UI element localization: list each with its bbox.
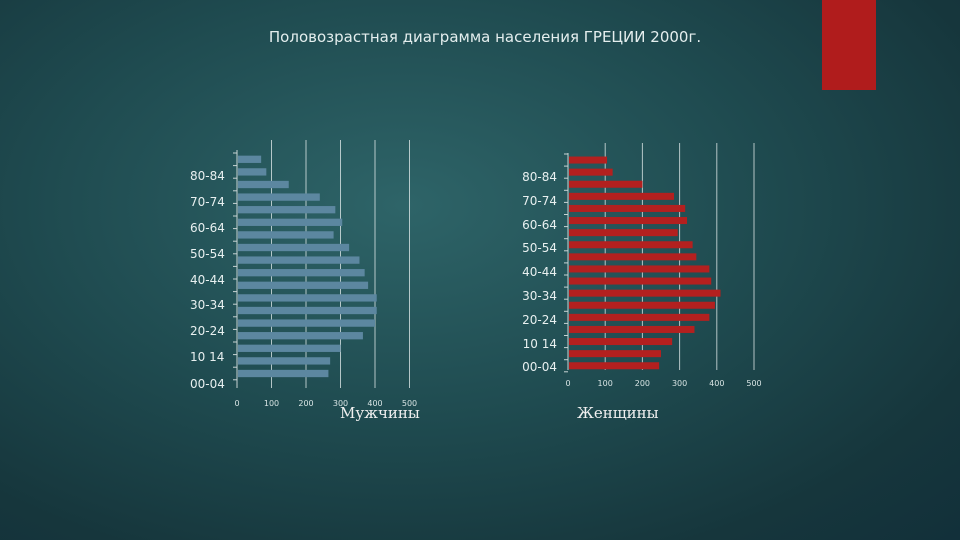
male-bar <box>238 193 320 201</box>
x-tick-label: 400 <box>367 399 382 408</box>
male-bar <box>238 243 350 252</box>
female-bar <box>569 241 693 249</box>
female-caption: Женщины <box>577 404 659 422</box>
female-bar <box>569 204 686 212</box>
age-group-label: 10 14 <box>190 350 224 364</box>
male-bar <box>238 344 341 352</box>
age-group-label: 10 14 <box>523 337 557 351</box>
age-group-label: 80-84 <box>522 170 557 184</box>
red-accent-block <box>822 0 876 90</box>
age-group-label: 80-84 <box>190 169 225 183</box>
age-group-label: 00-04 <box>190 377 225 391</box>
x-tick-label: 0 <box>565 379 570 388</box>
age-group-label: 30-34 <box>522 289 557 303</box>
age-group-label: 60-64 <box>522 218 557 232</box>
female-bar <box>569 265 710 273</box>
age-group-label: 50-54 <box>522 241 557 255</box>
female-bar <box>569 229 678 237</box>
x-tick-label: 0 <box>234 399 239 408</box>
x-tick-label: 100 <box>598 379 613 388</box>
age-group-label: 30-34 <box>190 298 225 312</box>
x-tick-label: 200 <box>298 399 313 408</box>
female-bar <box>569 289 721 297</box>
age-group-label: 00-04 <box>522 360 557 374</box>
female-bar <box>569 338 673 346</box>
x-tick-label: 200 <box>635 379 650 388</box>
female-bar <box>569 156 608 164</box>
x-tick-label: 500 <box>746 379 761 388</box>
x-tick-label: 400 <box>709 379 724 388</box>
female-bar <box>569 192 675 200</box>
female-bar <box>569 325 695 333</box>
x-tick-label: 300 <box>672 379 687 388</box>
age-group-label: 70-74 <box>522 194 557 208</box>
female-bar <box>569 168 613 176</box>
male-bar <box>238 281 369 289</box>
male-bar <box>238 332 363 340</box>
male-bar <box>238 218 343 226</box>
female-bar <box>569 180 643 188</box>
age-group-label: 40-44 <box>522 265 557 279</box>
female-bar <box>569 217 688 225</box>
age-group-label: 20-24 <box>190 324 225 338</box>
x-tick-label: 100 <box>264 399 279 408</box>
female-bar <box>569 253 697 261</box>
male-bar <box>238 306 377 315</box>
female-bar <box>569 301 715 309</box>
male-bar <box>238 256 360 264</box>
female-bar <box>569 277 712 285</box>
female-bar <box>569 313 710 321</box>
male-bar <box>238 206 336 214</box>
male-bar <box>238 294 377 302</box>
male-caption: Мужчины <box>340 404 420 422</box>
male-bar <box>238 369 329 378</box>
x-tick-label: 300 <box>333 399 348 408</box>
female-bar <box>569 350 661 358</box>
male-bar <box>238 357 331 365</box>
age-group-label: 40-44 <box>190 273 225 287</box>
male-bar <box>238 231 334 239</box>
age-group-label: 60-64 <box>190 221 225 235</box>
age-group-label: 70-74 <box>190 195 225 209</box>
age-group-label: 20-24 <box>522 313 557 327</box>
age-group-label: 50-54 <box>190 247 225 261</box>
male-bar <box>238 180 289 189</box>
chart-title: Половозрастная диаграмма населения ГРЕЦИ… <box>268 28 702 46</box>
male-bar <box>238 168 267 176</box>
male-bar <box>238 269 365 277</box>
male-bar <box>238 155 262 163</box>
x-tick-label: 500 <box>402 399 417 408</box>
female-bar <box>569 362 660 370</box>
male-bar <box>238 319 375 327</box>
